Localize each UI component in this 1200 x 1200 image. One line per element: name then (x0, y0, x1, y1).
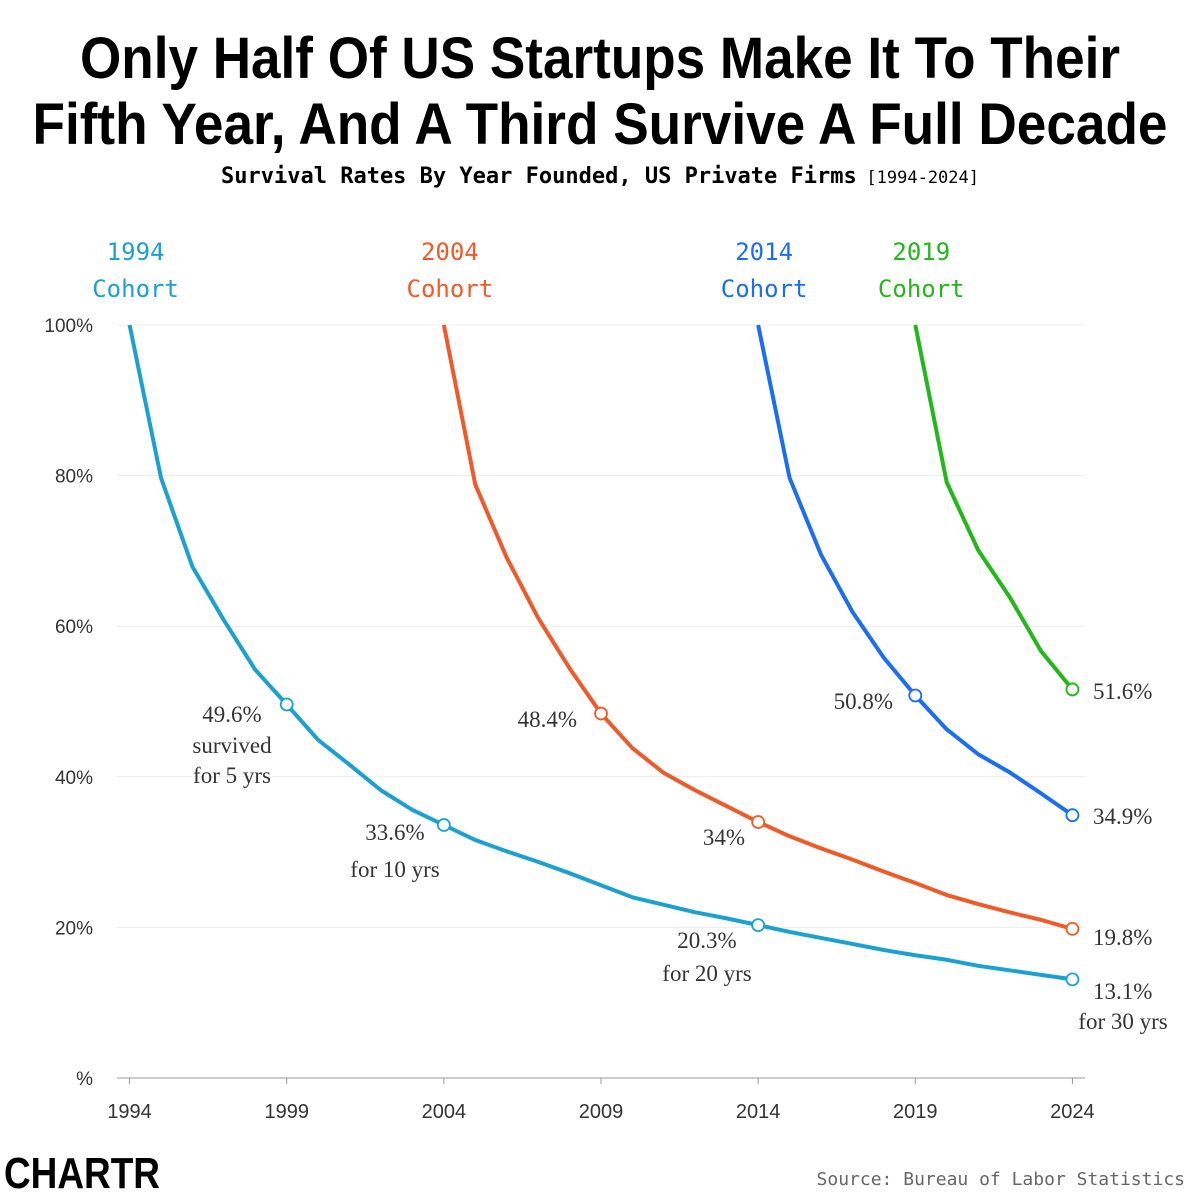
value-label: 20.3% (677, 928, 736, 953)
legend-label: 2004 Cohort (407, 238, 494, 303)
subtitle-group: Survival Rates By Year Founded, US Priva… (221, 164, 979, 189)
subtitle: Survival Rates By Year Founded, US Priva… (221, 164, 857, 189)
point-marker (751, 918, 766, 933)
y-tick-label: 100% (44, 316, 93, 337)
x-tick-label: 1994 (107, 1101, 152, 1123)
series-line (756, 324, 1074, 817)
y-tick-label: 80% (55, 467, 93, 488)
series-line (127, 324, 1073, 982)
value-label: 33.6% (365, 820, 424, 845)
legend-label: 2019 Cohort (878, 238, 965, 303)
chart-title: Fifth Year, And A Third Survive A Full D… (33, 92, 1168, 157)
point-marker (1065, 682, 1080, 697)
point-marker (1065, 922, 1080, 936)
y-tick-label: 20% (55, 918, 93, 939)
source: Source: Bureau of Labor Statistics (817, 1169, 1185, 1190)
point-marker (908, 688, 923, 703)
annotation: for 5 yrs (193, 763, 271, 788)
x-tick-label: 2009 (579, 1101, 624, 1123)
legend-label: 2014 Cohort (721, 238, 808, 303)
series-line (913, 324, 1074, 691)
point-marker (1065, 808, 1080, 823)
logo: CHARTR (4, 1149, 160, 1198)
annotation: for 30 yrs (1078, 1009, 1167, 1034)
value-label: 51.6% (1093, 679, 1152, 704)
value-label: 34% (703, 825, 745, 850)
y-tick-label: % (76, 1069, 93, 1090)
point-marker (751, 815, 766, 829)
y-tick-label: 40% (55, 768, 93, 789)
value-label: 49.6% (202, 702, 261, 727)
x-tick-label: 2014 (736, 1101, 781, 1123)
series-line (441, 324, 1073, 931)
x-tick-label: 2004 (422, 1101, 467, 1123)
point-marker (436, 818, 451, 832)
chart-title: Only Half Of US Startups Make It To Thei… (80, 26, 1120, 91)
y-tick-label: 60% (55, 617, 93, 638)
subtitle-range: [1994-2024] (866, 168, 979, 188)
x-tick-label: 2024 (1050, 1101, 1095, 1123)
annotation: for 20 yrs (662, 961, 751, 986)
legend-label: 1994 Cohort (92, 238, 179, 303)
annotation: survived (192, 733, 272, 758)
value-label: 13.1% (1093, 979, 1152, 1004)
value-label: 34.9% (1093, 804, 1152, 829)
x-tick-label: 2019 (893, 1101, 938, 1123)
value-label: 50.8% (834, 689, 893, 714)
value-label: 48.4% (518, 707, 577, 732)
point-marker (279, 697, 294, 712)
x-tick-label: 1999 (264, 1101, 309, 1123)
value-label: 19.8% (1093, 925, 1152, 950)
annotation: for 10 yrs (350, 857, 439, 882)
point-marker (594, 706, 608, 721)
point-marker (1065, 972, 1080, 987)
